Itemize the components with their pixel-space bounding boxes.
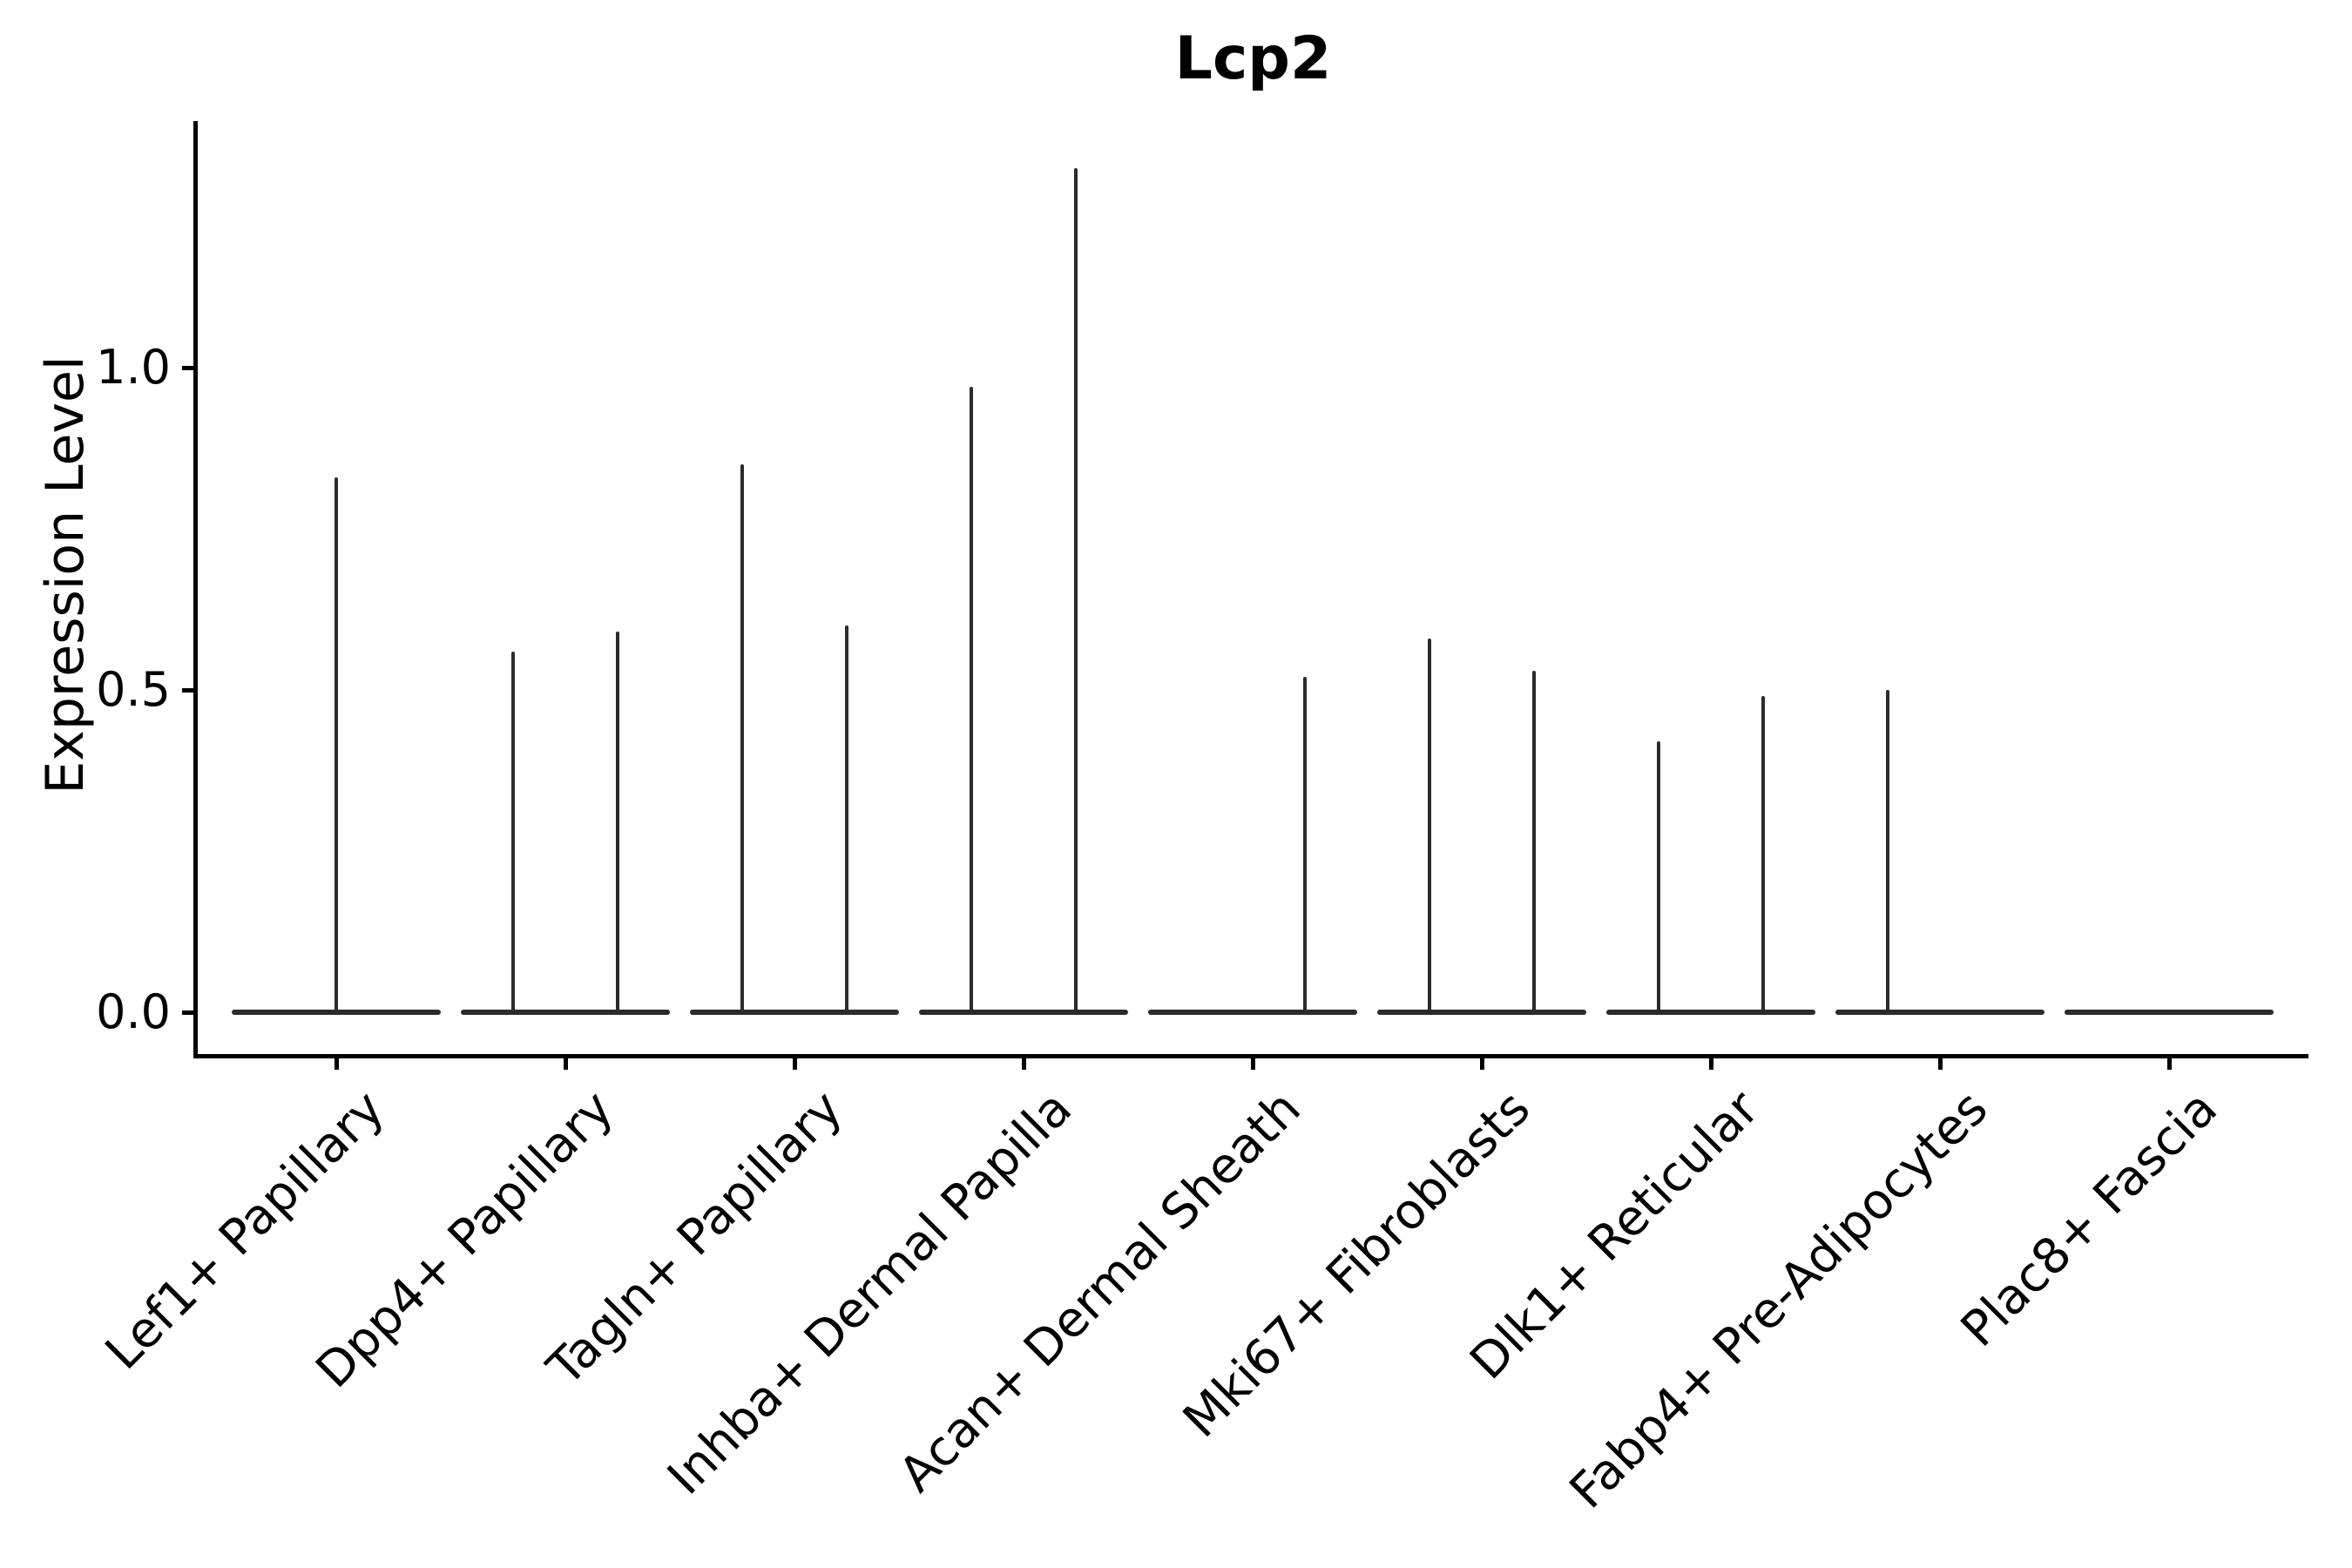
violin-needle [970,387,973,1012]
x-axis-tick [2167,1054,2172,1070]
violin-needle [335,476,338,1012]
violin-baseline [1606,1010,1815,1015]
y-tick-label: 0.5 [96,662,171,717]
violin-needle [1532,670,1536,1012]
violin-needle [1074,167,1078,1012]
violin-needle [616,632,619,1012]
y-axis-tick [182,688,198,693]
violin-needle [740,464,744,1012]
violin-needle [845,625,848,1012]
violin-baseline [1835,1010,2044,1015]
violin-baseline [461,1010,670,1015]
y-tick-label: 1.0 [96,340,171,395]
violin-needle [1886,690,1889,1012]
y-tick-label: 0.0 [96,984,171,1039]
violin-needle [1761,696,1765,1012]
y-axis-tick [182,1010,198,1015]
x-axis-tick [1709,1054,1713,1070]
violin-baseline [232,1010,441,1015]
x-axis-tick [564,1054,568,1070]
y-axis-tick [182,366,198,370]
x-axis-tick [1480,1054,1484,1070]
x-tick-label: Inhba+ Dermal Papilla [657,1079,1083,1506]
x-axis-tick [1022,1054,1026,1070]
violin-baseline [690,1010,899,1015]
violin-needle [511,651,515,1012]
x-axis-tick [335,1054,339,1070]
violin-baseline [1377,1010,1586,1015]
x-axis-tick [1251,1054,1255,1070]
violin-baseline [919,1010,1128,1015]
y-axis-label: Expression Level [35,355,96,794]
violin-baseline [2065,1010,2274,1015]
violin-needle [1428,638,1431,1012]
violin-needle [1657,741,1660,1012]
x-axis-tick [1938,1054,1943,1070]
violin-baseline [1148,1010,1357,1015]
x-tick-label: Fabp4+ Pre-Adipocytes [1559,1079,1999,1520]
x-tick-label: Acan+ Dermal Sheath [889,1079,1312,1504]
x-axis-tick [793,1054,797,1070]
violin-needle [1303,677,1307,1012]
chart-title: Lcp2 [1174,24,1332,93]
